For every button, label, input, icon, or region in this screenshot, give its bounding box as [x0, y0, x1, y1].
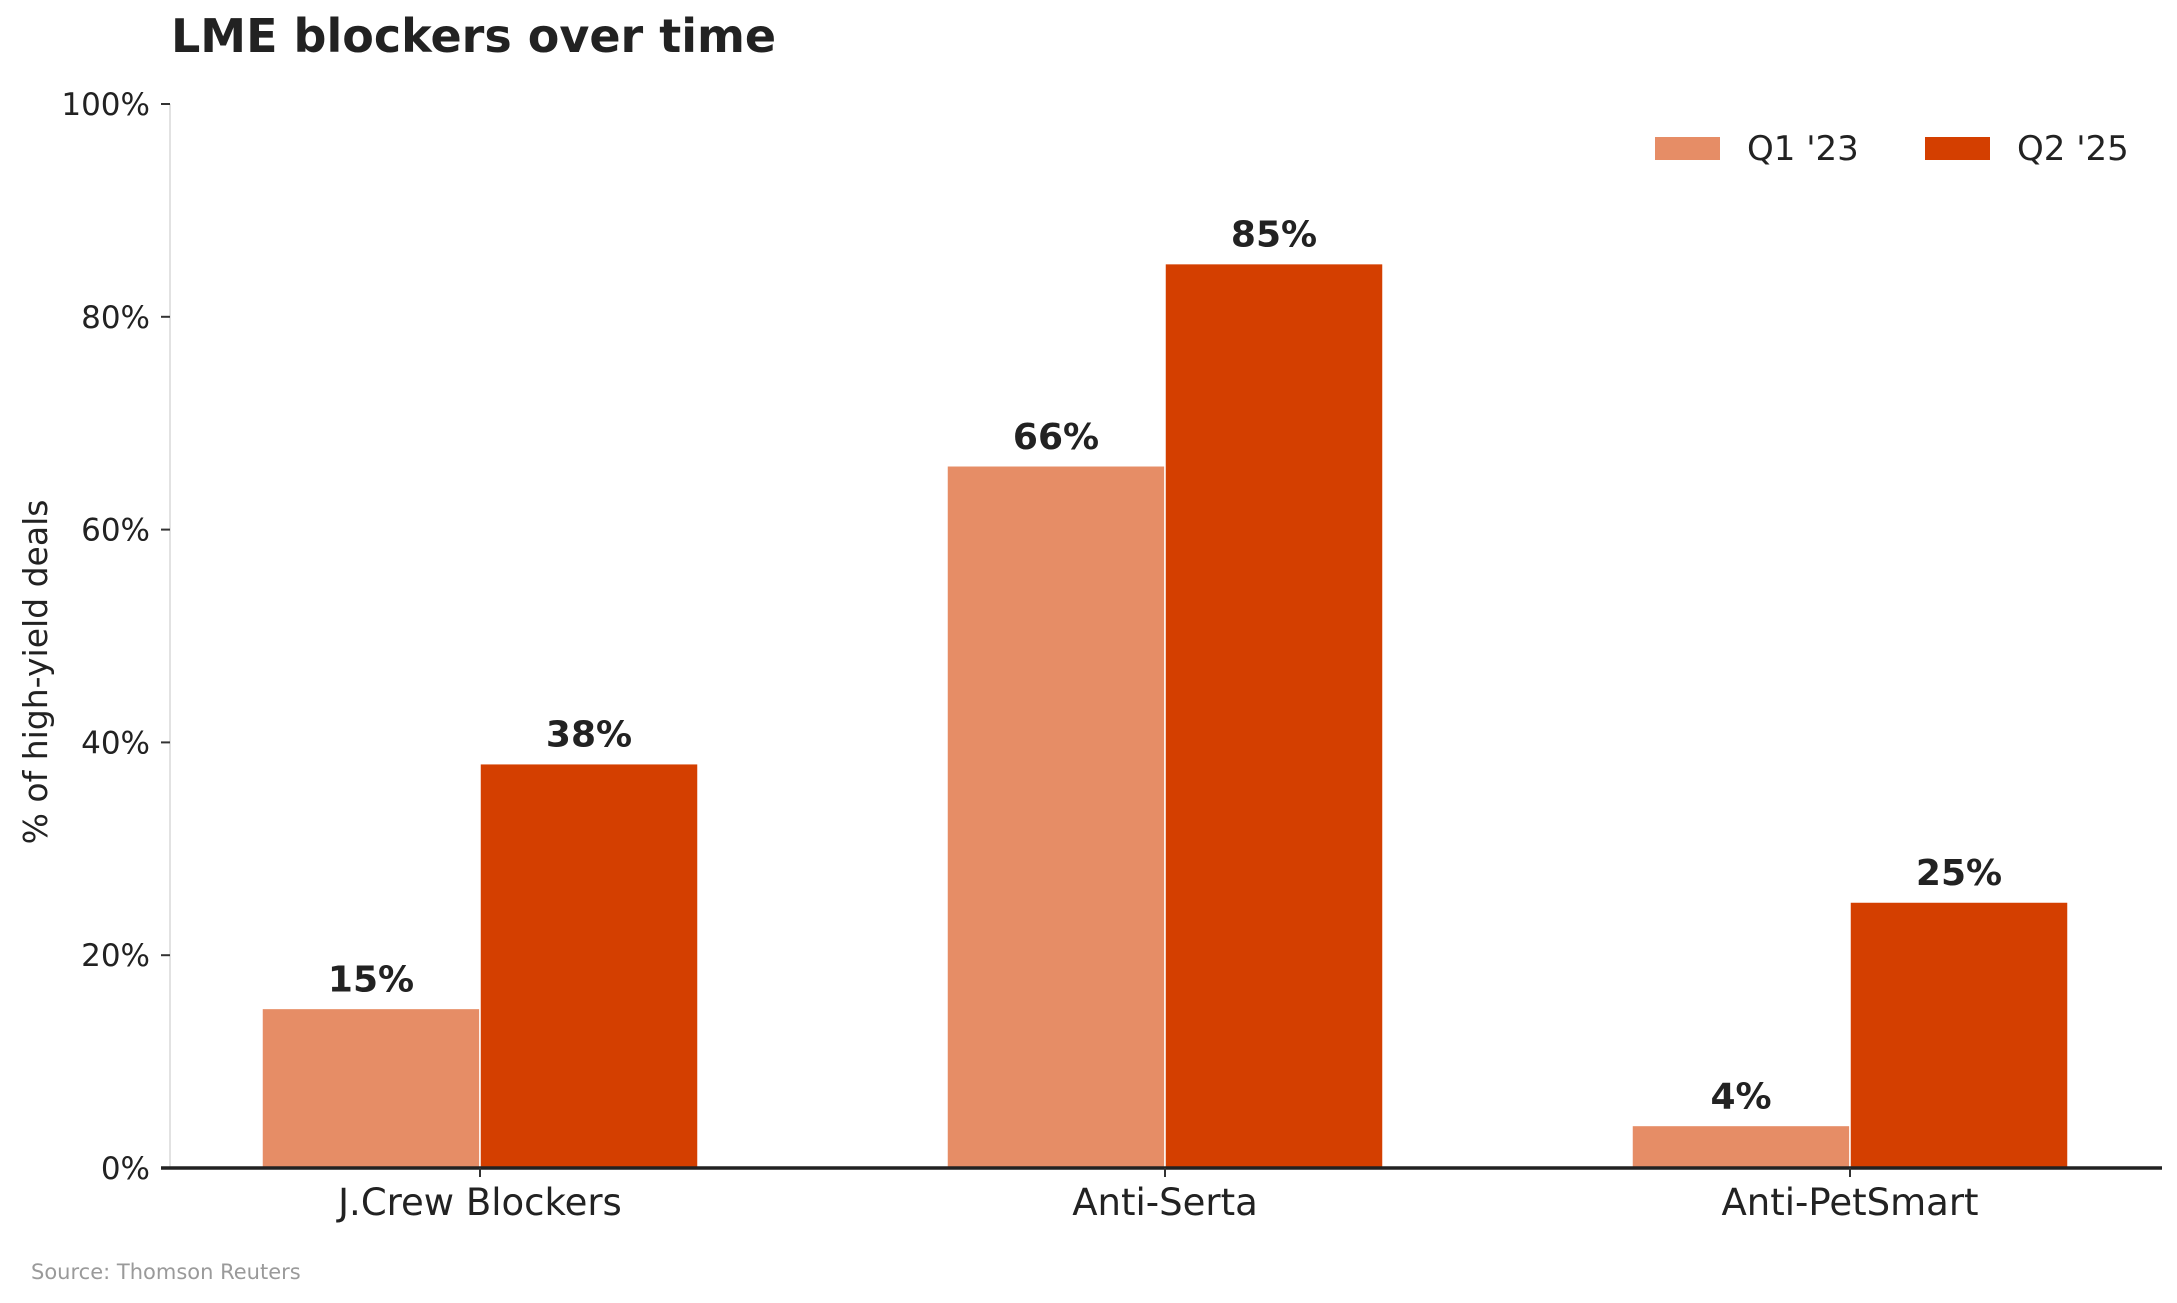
- x-axis: J.Crew Blockers Anti-Serta Anti-PetSmart: [161, 1166, 2162, 1224]
- y-tick-label: 40%: [81, 725, 150, 761]
- legend-label: Q1 '23: [1747, 129, 1859, 169]
- bar-q1-23-2: [946, 465, 1166, 1169]
- value-labels: 15% 38% 66% 85% 4% 25%: [328, 215, 2002, 1118]
- legend-swatch: [1925, 137, 1990, 160]
- bar-q2-25-2: [1164, 262, 1384, 1169]
- y-tick-label: 0%: [101, 1151, 150, 1187]
- y-axis: 0% 20% 40% 60% 80% 100%: [61, 87, 171, 1187]
- value-label: 25%: [1916, 853, 2002, 894]
- y-tick-label: 100%: [61, 87, 150, 123]
- value-label: 4%: [1710, 1076, 1771, 1117]
- legend-label: Q2 '25: [2017, 129, 2129, 169]
- value-label: 38%: [546, 715, 632, 756]
- value-label: 66%: [1013, 417, 1099, 458]
- y-axis-title: % of high-yield deals: [16, 500, 55, 845]
- bar-q1-23-3: [1631, 1124, 1851, 1169]
- legend: Q1 '23 Q2 '25: [1655, 129, 2129, 169]
- bar-q1-23-1: [261, 1007, 481, 1169]
- source-note: Source: Thomson Reuters: [31, 1260, 301, 1284]
- chart-title: LME blockers over time: [171, 9, 776, 63]
- legend-swatch: [1655, 137, 1720, 160]
- category-label: J.Crew Blockers: [336, 1181, 622, 1224]
- y-tick-label: 80%: [81, 300, 150, 336]
- value-label: 15%: [328, 959, 414, 1000]
- bars: [261, 262, 2069, 1169]
- y-tick-label: 60%: [81, 513, 150, 549]
- category-label: Anti-PetSmart: [1721, 1181, 1978, 1224]
- bar-q2-25-1: [479, 762, 699, 1169]
- bar-q2-25-3: [1849, 901, 2069, 1169]
- value-label: 85%: [1231, 215, 1317, 256]
- category-label: Anti-Serta: [1072, 1181, 1258, 1224]
- y-tick-label: 20%: [81, 938, 150, 974]
